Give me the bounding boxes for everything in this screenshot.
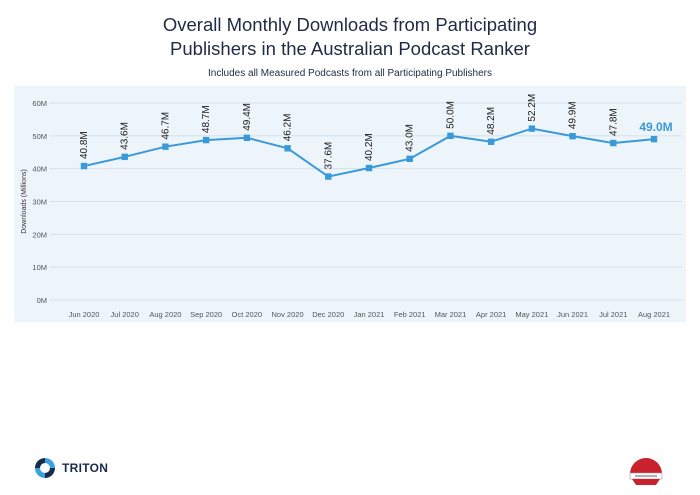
y-axis: 0M 10M 20M 30M 40M 50M 60M xyxy=(32,99,47,305)
y-tick-label: 60M xyxy=(32,99,47,108)
data-point xyxy=(406,155,413,163)
data-point xyxy=(80,162,88,170)
triton-logo-icon xyxy=(35,458,55,478)
data-label: 46.7M xyxy=(160,112,171,140)
y-tick-label: 30M xyxy=(32,198,47,207)
y-tick-label: 0M xyxy=(37,296,47,305)
data-label: 40.2M xyxy=(364,133,375,161)
data-point xyxy=(202,136,210,144)
y-tick-label: 50M xyxy=(32,132,47,141)
data-label: 40.8M xyxy=(79,131,90,159)
triton-logo: TRITON xyxy=(32,455,108,481)
y-tick-label: 10M xyxy=(32,263,47,272)
x-tick-label: Jun 2021 xyxy=(557,310,588,319)
data-label: 43.0M xyxy=(405,124,416,152)
data-label: 50.0M xyxy=(445,101,456,129)
data-labels: 40.8M 43.6M 46.7M 48.7M 49.4M 46.2M 37.6M 40.2M… xyxy=(79,94,673,170)
x-tick-label: Oct 2020 xyxy=(232,310,262,319)
data-point xyxy=(365,164,373,172)
triton-logo-text: TRITON xyxy=(62,461,109,475)
data-label: 48.2M xyxy=(486,107,497,135)
data-label: 47.8M xyxy=(608,108,619,136)
x-tick-label: May 2021 xyxy=(515,310,548,319)
gridlines xyxy=(50,102,682,301)
line-chart: 0M 10M 20M 30M 40M 50M 60M Jun 2020 Jul 2020 Aug… xyxy=(14,86,686,322)
data-point xyxy=(610,139,617,147)
x-tick-label: Jun 2020 xyxy=(69,310,100,319)
data-label: 46.2M xyxy=(283,114,294,142)
x-tick-label: Jul 2020 xyxy=(111,310,139,319)
data-point xyxy=(243,134,251,142)
data-label: 43.6M xyxy=(120,122,131,150)
data-point xyxy=(121,153,128,161)
data-point xyxy=(162,143,169,150)
data-label: 37.6M xyxy=(323,142,334,170)
x-tick-label: Jan 2021 xyxy=(354,310,385,319)
chart-title-line1: Overall Monthly Downloads from Participa… xyxy=(162,14,538,35)
data-label-latest: 49.0M xyxy=(639,120,672,134)
data-point xyxy=(487,138,495,145)
x-axis: Jun 2020 Jul 2020 Aug 2020 Sep 2020 Oct 2020… xyxy=(69,310,671,319)
x-tick-label: Feb 2021 xyxy=(394,310,426,319)
data-point xyxy=(284,145,291,152)
data-point xyxy=(325,173,332,180)
data-point xyxy=(447,132,454,140)
data-point xyxy=(528,125,536,132)
y-axis-label: Downloads (Millions) xyxy=(21,169,28,234)
y-tick-label: 20M xyxy=(32,230,47,239)
x-tick-label: Aug 2021 xyxy=(638,310,670,319)
data-point xyxy=(650,135,658,143)
chart-title-line2: Publishers in the Australian Podcast Ran… xyxy=(170,38,530,59)
x-tick-label: Sep 2020 xyxy=(190,310,222,319)
data-label: 52.2M xyxy=(527,94,538,122)
data-label: 49.9M xyxy=(568,101,579,129)
data-point xyxy=(569,132,576,140)
x-tick-label: Dec 2020 xyxy=(312,310,344,319)
x-tick-label: Apr 2021 xyxy=(476,310,506,319)
y-tick-label: 40M xyxy=(32,165,47,174)
data-label: 48.7M xyxy=(201,105,212,133)
x-tick-label: Aug 2020 xyxy=(149,310,181,319)
x-tick-label: Mar 2021 xyxy=(435,310,467,319)
x-tick-label: Nov 2020 xyxy=(272,310,304,319)
chart-subtitle: Includes all Measured Podcasts from all … xyxy=(207,68,493,79)
data-markers xyxy=(80,125,658,180)
x-tick-label: Jul 2021 xyxy=(599,310,627,319)
data-label: 49.4M xyxy=(242,103,253,131)
plot-area xyxy=(14,86,686,322)
certification-seal-icon xyxy=(629,458,663,485)
